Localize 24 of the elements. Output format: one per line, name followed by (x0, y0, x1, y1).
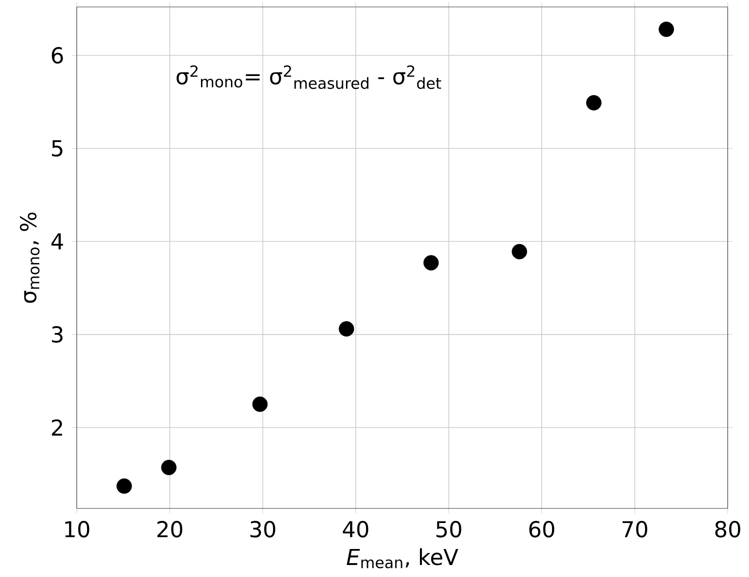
x-tick-label: 40 (342, 520, 368, 538)
y-tick-label: 2 (52, 419, 62, 436)
y-tick-label: 6 (52, 46, 63, 64)
point (423, 255, 439, 270)
point (512, 244, 528, 260)
point (658, 22, 674, 37)
text: σ$^{2}$$_{mono}$= σ$^{2}$$_{measured}$ - σ$^{2}$det (176, 65, 442, 89)
y-tick-label: 5 (52, 140, 62, 156)
x-tick-label: 50 (436, 520, 462, 538)
x-tick-label: 30 (250, 520, 276, 538)
point (116, 478, 132, 494)
y-axis-title: σ$_{mono}$, % (20, 212, 40, 303)
x-tick-label: 70 (622, 520, 648, 538)
x-tick-label: 60 (529, 520, 554, 538)
x-tick-label: 10 (65, 520, 90, 538)
x-tick-label: 80 (715, 520, 740, 538)
point (252, 396, 268, 412)
y-tick-label: 3 (52, 326, 63, 343)
x-axis-title: E$_{mean}$, keV (346, 548, 458, 568)
point (586, 95, 602, 110)
point (338, 321, 354, 336)
x-tick-label: 20 (157, 520, 182, 538)
y-tick-label: 4 (51, 233, 64, 250)
point (161, 460, 177, 476)
